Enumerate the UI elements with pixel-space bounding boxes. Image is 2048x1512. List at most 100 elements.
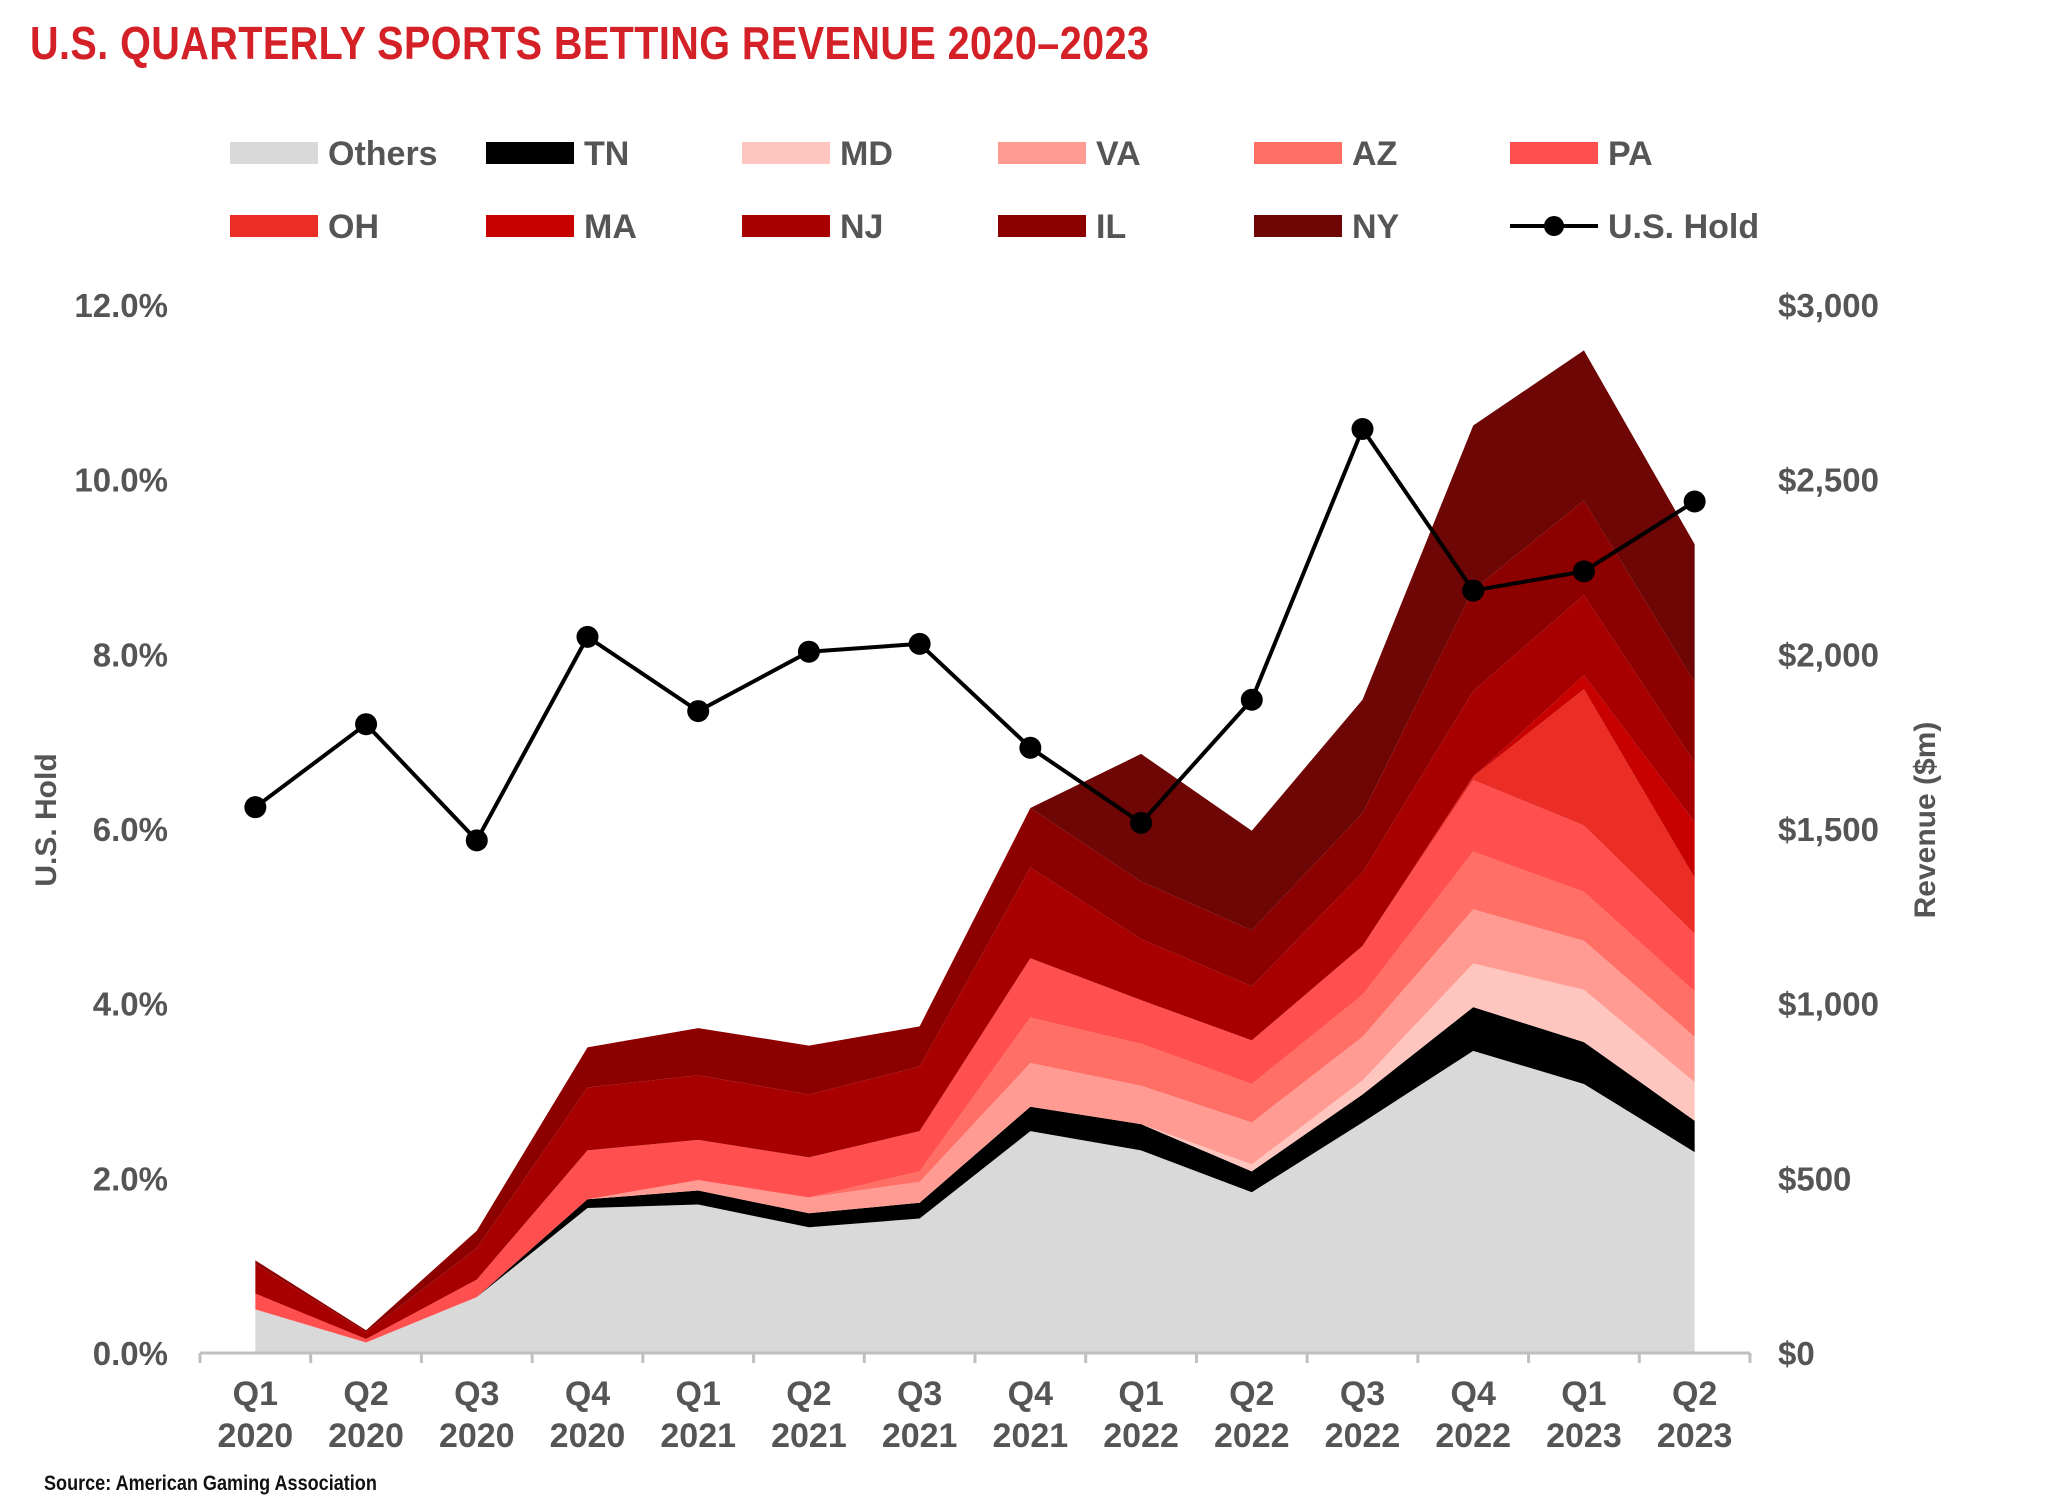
legend-label: NJ: [840, 208, 883, 246]
x-tick-quarter: Q1: [1118, 1375, 1163, 1413]
legend-swatch: [486, 215, 574, 237]
x-tick-quarter: Q1: [1561, 1375, 1606, 1413]
x-tick-year: 2021: [771, 1417, 847, 1455]
area-others: [255, 1050, 1695, 1353]
area-il: [255, 500, 1695, 1333]
hold-point: [687, 700, 710, 723]
stacked-areas: [255, 350, 1695, 1353]
hold-point: [576, 625, 599, 648]
legend-label: TN: [584, 135, 629, 173]
legend-swatch: [742, 142, 830, 164]
x-tick-quarter: Q3: [454, 1375, 499, 1413]
x-tick-quarter: Q4: [565, 1375, 610, 1413]
x-tick-year: 2021: [882, 1417, 958, 1455]
axes: [198, 1351, 1752, 1363]
hold-point: [1351, 418, 1374, 441]
y-right-tick-label: $3,000: [1778, 287, 1879, 324]
x-tick-year: 2020: [550, 1417, 626, 1455]
hold-point: [1240, 688, 1263, 711]
x-tick-label: Q1 2020: [218, 1375, 294, 1455]
tick-labels: Q1 2020 Q2 2020 Q3 2020 Q4 2020 Q1 2021 Q2 2021 Q3 20…: [30, 287, 1942, 1455]
hold-point: [908, 632, 931, 655]
y-right-tick-label: $2,000: [1778, 636, 1879, 673]
x-tick-quarter: Q2: [1672, 1375, 1717, 1413]
x-tick-quarter: Q3: [1340, 1375, 1385, 1413]
x-tick-label: Q3 2022: [1325, 1375, 1401, 1455]
x-tick-label: Q4 2020: [550, 1375, 626, 1455]
x-tick-quarter: Q2: [343, 1375, 388, 1413]
legend-swatch: [486, 142, 574, 164]
legend-swatch: [1510, 142, 1598, 164]
x-tick-label: Q3 2021: [882, 1375, 958, 1455]
x-tick-year: 2023: [1546, 1417, 1622, 1455]
y-right-tick-label: $1,500: [1778, 811, 1879, 848]
hold-point: [1683, 490, 1706, 513]
legend-label: OH: [328, 208, 379, 246]
legend-swatch: [1254, 142, 1342, 164]
hold-line-path: [254, 427, 1696, 843]
x-tick-label: Q2 2023: [1657, 1375, 1733, 1455]
x-tick-quarter: Q2: [786, 1375, 831, 1413]
legend-label: VA: [1096, 135, 1141, 173]
area-ny: [255, 350, 1695, 1331]
x-tick-label: Q3 2020: [439, 1375, 515, 1455]
y-left-tick-label: 12.0%: [74, 287, 168, 324]
legend-swatch: [998, 215, 1086, 237]
x-tick-label: Q1 2022: [1103, 1375, 1179, 1455]
x-tick-year: 2020: [328, 1417, 404, 1455]
x-tick-year: 2022: [1214, 1417, 1290, 1455]
legend-label: MA: [584, 208, 637, 246]
hold-point: [1019, 736, 1042, 759]
x-tick-label: Q1 2023: [1546, 1375, 1622, 1455]
hold-point: [797, 640, 820, 663]
hold-point: [1462, 579, 1485, 602]
area-pa: [255, 780, 1695, 1343]
x-tick-year: 2022: [1103, 1417, 1179, 1455]
legend-label: MD: [840, 135, 893, 173]
x-tick-label: Q1 2021: [660, 1375, 736, 1455]
legend-label: U.S. Hold: [1608, 208, 1759, 246]
y-left-tick-label: 10.0%: [74, 462, 168, 499]
x-tick-quarter: Q1: [233, 1375, 278, 1413]
legend-label: Others: [328, 135, 438, 173]
legend-swatch: [998, 142, 1086, 164]
y-right-tick-label: $2,500: [1778, 462, 1879, 499]
x-tick-year: 2020: [439, 1417, 515, 1455]
x-tick-quarter: Q4: [1451, 1375, 1496, 1413]
hold-line: [244, 418, 1706, 852]
x-tick-label: Q2 2020: [328, 1375, 404, 1455]
y-left-tick-label: 4.0%: [93, 986, 168, 1023]
hold-point: [244, 796, 267, 819]
legend-label: PA: [1608, 135, 1653, 173]
x-tick-label: Q4 2022: [1435, 1375, 1511, 1455]
hold-point: [1130, 811, 1153, 834]
y-right-tick-label: $500: [1778, 1160, 1851, 1197]
legend-marker: [1544, 216, 1564, 236]
x-tick-label: Q2 2022: [1214, 1375, 1290, 1455]
legend-label: IL: [1096, 208, 1126, 246]
y-right-tick-label: $1,000: [1778, 986, 1879, 1023]
x-tick-quarter: Q3: [897, 1375, 942, 1413]
x-tick-year: 2023: [1657, 1417, 1733, 1455]
x-tick-year: 2022: [1325, 1417, 1401, 1455]
x-tick-label: Q2 2021: [771, 1375, 847, 1455]
chart-title: U.S. QUARTERLY SPORTS BETTING REVENUE 20…: [30, 17, 1150, 69]
x-tick-year: 2021: [660, 1417, 736, 1455]
area-md: [255, 963, 1695, 1343]
area-tn: [255, 1007, 1695, 1343]
legend-swatch: [1254, 215, 1342, 237]
legend-swatch: [742, 215, 830, 237]
hold-point: [355, 713, 378, 736]
legend-label: AZ: [1352, 135, 1397, 173]
y-left-tick-label: 2.0%: [93, 1160, 168, 1197]
area-az: [255, 851, 1695, 1343]
x-tick-year: 2021: [993, 1417, 1069, 1455]
y-right-tick-label: $0: [1778, 1335, 1815, 1372]
x-tick-quarter: Q1: [676, 1375, 721, 1413]
source-note: Source: American Gaming Association: [44, 1472, 377, 1495]
area-oh: [255, 689, 1695, 1340]
legend: Others TN MD VA AZ PA OH MA NJ IL NY U.S. Hold: [230, 135, 1759, 246]
x-tick-quarter: Q4: [1008, 1375, 1053, 1413]
legend-swatch: [230, 142, 318, 164]
